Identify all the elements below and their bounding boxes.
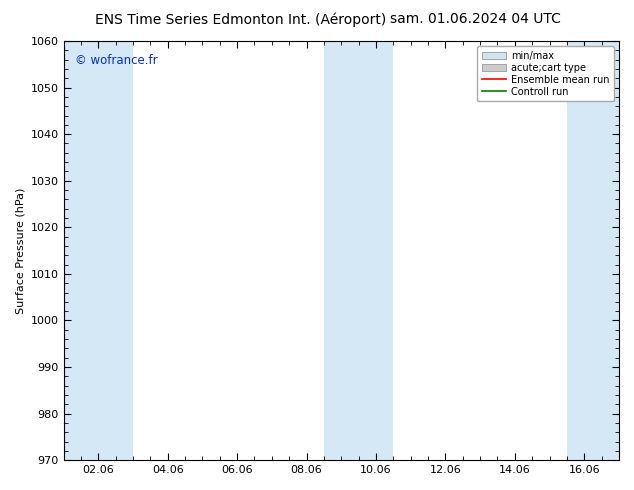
Text: ENS Time Series Edmonton Int. (Aéroport): ENS Time Series Edmonton Int. (Aéroport): [95, 12, 387, 27]
Legend: min/max, acute;cart type, Ensemble mean run, Controll run: min/max, acute;cart type, Ensemble mean …: [477, 46, 614, 101]
Bar: [567, 41, 619, 460]
Bar: [324, 41, 393, 460]
Text: © wofrance.fr: © wofrance.fr: [75, 53, 157, 67]
Text: sam. 01.06.2024 04 UTC: sam. 01.06.2024 04 UTC: [390, 12, 561, 26]
Y-axis label: Surface Pressure (hPa): Surface Pressure (hPa): [15, 187, 25, 314]
Bar: [63, 41, 133, 460]
